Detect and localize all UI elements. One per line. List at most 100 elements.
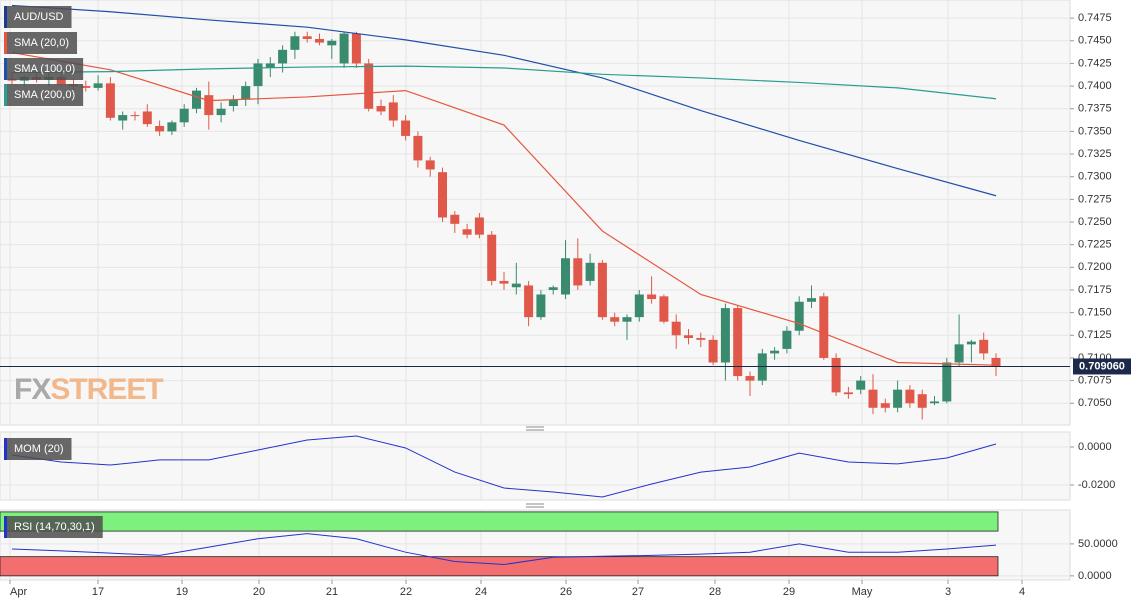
candle-body (745, 376, 755, 381)
x-tick-label: 17 (92, 586, 104, 598)
candle-body (450, 214, 460, 224)
y-tick-label: 0.7400 (1078, 80, 1112, 92)
candle-body (105, 83, 115, 118)
candle-body (118, 115, 128, 121)
y-tick-label: 0.7350 (1078, 125, 1112, 137)
candle-body (351, 33, 361, 64)
candle-body (757, 353, 767, 381)
y-tick-label: 50.0000 (1078, 538, 1118, 550)
y-tick-label: -0.0200 (1078, 479, 1115, 491)
candle-body (659, 296, 669, 322)
legend-box (4, 6, 72, 28)
candle-body (327, 40, 337, 46)
legend-swatch (4, 58, 7, 80)
current-price-box (1073, 358, 1131, 375)
candle-body (204, 95, 214, 116)
candle-body (708, 339, 718, 363)
x-tick-label: 21 (326, 586, 338, 598)
candle-body (720, 308, 730, 363)
legend-item: SMA (200,0) (4, 84, 84, 106)
y-tick-label: 0.7075 (1078, 375, 1112, 387)
candle-body (388, 102, 398, 121)
candle-body (597, 262, 607, 318)
indicator-line (11, 4, 997, 197)
y-tick-label: 0.7300 (1078, 171, 1112, 183)
candle-body (290, 36, 300, 50)
candle-body (942, 362, 952, 402)
candle-body (438, 172, 447, 218)
candle-body (966, 341, 976, 345)
candle-body (364, 63, 374, 109)
x-tick-label: 19 (176, 586, 188, 598)
legend-box (4, 438, 72, 460)
watermark: FXSTREET (14, 373, 163, 406)
legend-swatch (4, 516, 7, 538)
y-tick-label: 0.0000 (1078, 570, 1112, 582)
candle-body (868, 389, 878, 408)
candle-body (893, 389, 903, 408)
candle-body (155, 125, 165, 132)
legend-label: SMA (200,0) (14, 89, 75, 101)
price-panel (0, 0, 1071, 426)
candle-body (487, 234, 497, 281)
legend-item: MOM (20) (4, 438, 72, 460)
legend-item: SMA (20,0) (4, 32, 78, 54)
y-tick-label: 0.7225 (1078, 239, 1112, 251)
candle-body (585, 262, 595, 281)
candle-body (905, 389, 915, 404)
indicator-line (11, 51, 997, 366)
candle-body (536, 294, 546, 318)
rsi-band (0, 556, 999, 577)
candle-body (376, 106, 386, 112)
candle-body (634, 294, 644, 318)
candle-body (733, 308, 743, 377)
candle-body (770, 350, 780, 354)
y-tick-label: 0.7250 (1078, 216, 1112, 228)
x-tick-label: 24 (475, 586, 487, 598)
candle-body (819, 296, 829, 358)
candle-body (684, 335, 693, 339)
candle-body (179, 108, 189, 123)
candle-body (991, 357, 1001, 368)
candle-body (856, 380, 866, 390)
x-tick-label: Apr (10, 586, 27, 598)
rsi-band (0, 511, 999, 532)
legend-label: RSI (14,70,30,1) (14, 521, 95, 533)
candle-body (930, 401, 939, 404)
x-tick-label: May (852, 586, 873, 598)
y-tick-label: 0.7175 (1078, 284, 1112, 296)
candle-body (81, 86, 91, 88)
resize-handle[interactable] (526, 503, 544, 508)
candle-body (302, 36, 312, 39)
candle-body (265, 63, 275, 68)
x-tick-label: 22 (400, 586, 412, 598)
candle-body (843, 392, 853, 395)
candle-body (253, 63, 263, 87)
y-tick-label: 0.7475 (1078, 12, 1112, 24)
x-tick-label: 27 (632, 586, 644, 598)
resize-handle[interactable] (526, 426, 544, 431)
candle-body (696, 338, 706, 340)
candle-body (573, 258, 583, 286)
indicator-line (11, 435, 997, 498)
legend-box (4, 32, 78, 54)
candle-body (917, 394, 927, 408)
candle-body (499, 280, 509, 284)
y-tick-label: 0.7450 (1078, 35, 1112, 47)
candle-body (561, 258, 570, 295)
legend-swatch (4, 6, 7, 28)
legend-box (4, 84, 84, 106)
candle-body (192, 90, 201, 109)
candle-body (671, 321, 681, 336)
x-tick-label: 29 (783, 586, 795, 598)
y-tick-label: 0.7425 (1078, 57, 1112, 69)
candle-body (401, 120, 411, 136)
legend-box (4, 516, 103, 538)
candle-body (315, 38, 324, 43)
legend-item: RSI (14,70,30,1) (4, 516, 103, 538)
y-tick-label: 0.7200 (1078, 261, 1112, 273)
x-tick-label: 20 (253, 586, 265, 598)
legend-item: AUD/USD (4, 6, 72, 28)
y-tick-label: 0.7275 (1078, 193, 1112, 205)
legend-item: SMA (100,0) (4, 58, 84, 80)
